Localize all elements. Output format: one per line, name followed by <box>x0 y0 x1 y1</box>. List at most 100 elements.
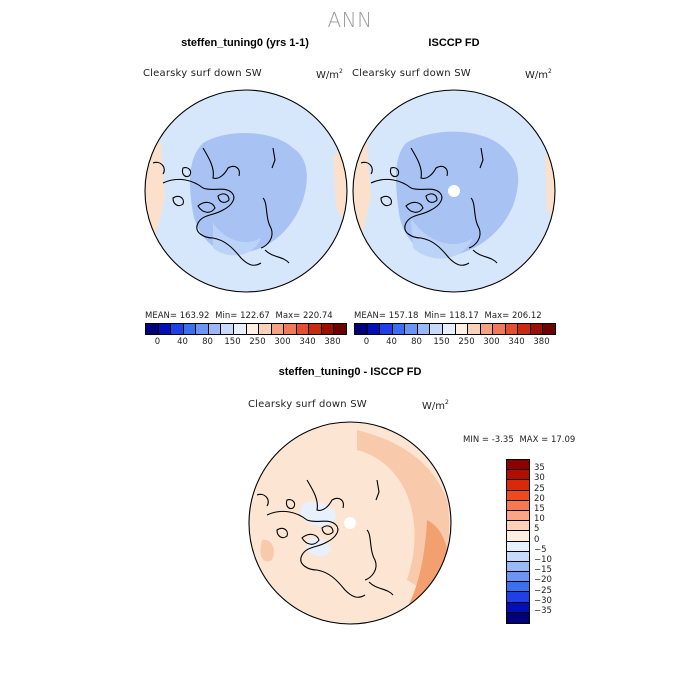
colorbar-tick-label: 250 <box>249 337 266 347</box>
colorbar-swatch <box>196 324 209 334</box>
colorbar-swatch <box>355 324 368 334</box>
colorbar-swatch <box>171 324 184 334</box>
units-label-model: W/m2 <box>316 68 343 81</box>
colorbar-swatch <box>430 324 443 334</box>
colorbar-swatch <box>221 324 234 334</box>
colorbar-level-label: 35 <box>534 463 545 474</box>
colorbar-swatch <box>543 324 555 334</box>
colorbar-level-label: −15 <box>534 565 552 576</box>
colorbar-tick-label: 0 <box>154 337 161 347</box>
map-outline <box>248 421 452 625</box>
colorbar-tick-label: 80 <box>202 337 213 347</box>
variable-label-diff: Clearsky surf down SW <box>248 399 367 410</box>
colorbar-swatch <box>507 582 529 593</box>
colorbar-level-label: 0 <box>534 534 540 545</box>
colorbar-tick-label: 40 <box>177 337 188 347</box>
colorbar-tick-label: 150 <box>224 337 241 347</box>
colorbar-ticks-model: 0 40 80 150 250 300 340 380 <box>145 337 345 349</box>
colorbar-tick-label: 300 <box>274 337 291 347</box>
colorbar-swatch <box>468 324 481 334</box>
colorbar-level-label: 5 <box>534 524 540 535</box>
units-label-obs: W/m2 <box>525 68 552 81</box>
colorbar-tick-label: 300 <box>483 337 500 347</box>
colorbar-obs <box>354 323 556 335</box>
colorbar-swatch <box>507 490 529 501</box>
colorbar-swatch <box>507 480 529 491</box>
colorbar-swatch <box>518 324 531 334</box>
mid-value-region <box>411 218 473 259</box>
colorbar-swatch <box>296 324 310 334</box>
colorbar-tick-label: 340 <box>299 337 316 347</box>
variable-label-obs: Clearsky surf down SW <box>352 68 471 79</box>
colorbar-tick-label: 40 <box>386 337 397 347</box>
variable-label-model: Clearsky surf down SW <box>143 68 262 79</box>
mid-value-region <box>213 223 261 256</box>
colorbar-swatch <box>183 324 197 334</box>
colorbar-tick-label: 380 <box>324 337 341 347</box>
colorbar-swatch <box>507 551 529 562</box>
colorbar-swatch <box>367 324 381 334</box>
colorbar-tick-label: 250 <box>458 337 475 347</box>
panel-title-obs: ISCCP FD <box>428 37 480 49</box>
colorbar-swatch <box>259 324 272 334</box>
colorbar-level-label: 30 <box>534 473 545 484</box>
colorbar-swatch <box>392 324 406 334</box>
colorbar-level-label: 15 <box>534 504 545 514</box>
colorbar-level-label: 25 <box>534 483 545 494</box>
colorbar-swatch <box>507 612 529 623</box>
colorbar-swatch <box>146 324 159 334</box>
polar-map-diff <box>248 421 452 625</box>
colorbar-tick-label: 150 <box>433 337 450 347</box>
map-outline <box>144 89 348 293</box>
colorbar-swatch <box>208 324 222 334</box>
pole-hole <box>448 185 460 197</box>
panel-title-model: steffen_tuning0 (yrs 1-1) <box>181 37 309 49</box>
colorbar-swatch <box>507 460 529 471</box>
colorbar-tick-label: 340 <box>508 337 525 347</box>
colorbar-swatch <box>507 602 529 613</box>
colorbar-swatch <box>246 324 260 334</box>
figure-title: ANN <box>327 8 373 32</box>
coastlines <box>256 479 394 598</box>
stats-obs: MEAN= 157.18 Min= 118.17 Max= 206.12 <box>354 311 542 321</box>
polar-map-obs <box>352 89 556 293</box>
colorbar-level-label: −20 <box>534 575 552 586</box>
colorbar-swatch <box>158 324 172 334</box>
low-value-region <box>190 132 307 254</box>
colorbar-tick-label: 80 <box>411 337 422 347</box>
colorbar-swatch <box>493 324 506 334</box>
colorbar-swatch <box>271 324 285 334</box>
colorbar-swatch <box>507 592 529 603</box>
colorbar-diff <box>506 459 530 624</box>
colorbar-swatch <box>530 324 544 334</box>
colorbar-swatch <box>380 324 393 334</box>
colorbar-swatch <box>507 531 529 542</box>
colorbar-swatch <box>507 521 529 532</box>
colorbar-swatch <box>233 324 247 334</box>
colorbar-tick-label: 0 <box>363 337 370 347</box>
colorbar-swatch <box>480 324 494 334</box>
colorbar-level-label: −35 <box>534 606 552 616</box>
colorbar-swatch <box>507 500 529 511</box>
pole-hole <box>344 517 356 529</box>
colorbar-swatch <box>507 470 529 481</box>
stats-diff: MIN = -3.35 MAX = 17.09 <box>463 435 576 445</box>
colorbar-ticks-obs: 0 40 80 150 250 300 340 380 <box>354 337 554 349</box>
colorbar-swatch <box>405 324 418 334</box>
colorbar-swatch <box>507 510 529 522</box>
colorbar-swatch <box>505 324 519 334</box>
units-label-diff: W/m2 <box>422 399 449 412</box>
colorbar-level-label: 20 <box>534 493 545 504</box>
polar-map-model <box>144 89 348 293</box>
negative-region <box>300 501 336 527</box>
colorbar-level-label: 10 <box>534 514 545 525</box>
colorbar-swatch <box>455 324 469 334</box>
colorbar-tick-label: 380 <box>533 337 550 347</box>
coastlines <box>152 147 290 266</box>
colorbar-model <box>145 323 347 335</box>
moderate-positive-region-2 <box>260 539 274 562</box>
colorbar-swatch <box>417 324 431 334</box>
colorbar-labels-diff: 35 30 25 20 15 10 5 0 −5 −10 −15 −20 −25 −30 −35 <box>534 459 574 624</box>
colorbar-swatch <box>507 541 529 552</box>
colorbar-swatch <box>309 324 322 334</box>
